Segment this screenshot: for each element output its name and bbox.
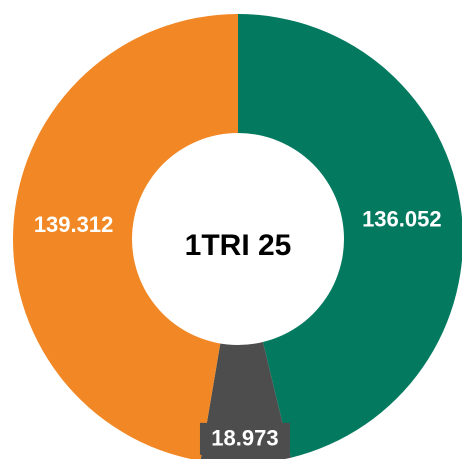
slice (13, 14, 238, 459)
data-label: 136.052 (362, 206, 442, 231)
slice (200, 239, 291, 459)
data-label: 18.973 (211, 426, 278, 451)
slices (13, 14, 462, 459)
labels: 136.052 18.973 139.312 (34, 206, 442, 455)
label-box (199, 422, 290, 455)
chart-title: 1TRI 25 (185, 229, 292, 262)
slice (238, 14, 462, 458)
donut-hole (132, 133, 344, 345)
data-label: 139.312 (34, 212, 114, 237)
